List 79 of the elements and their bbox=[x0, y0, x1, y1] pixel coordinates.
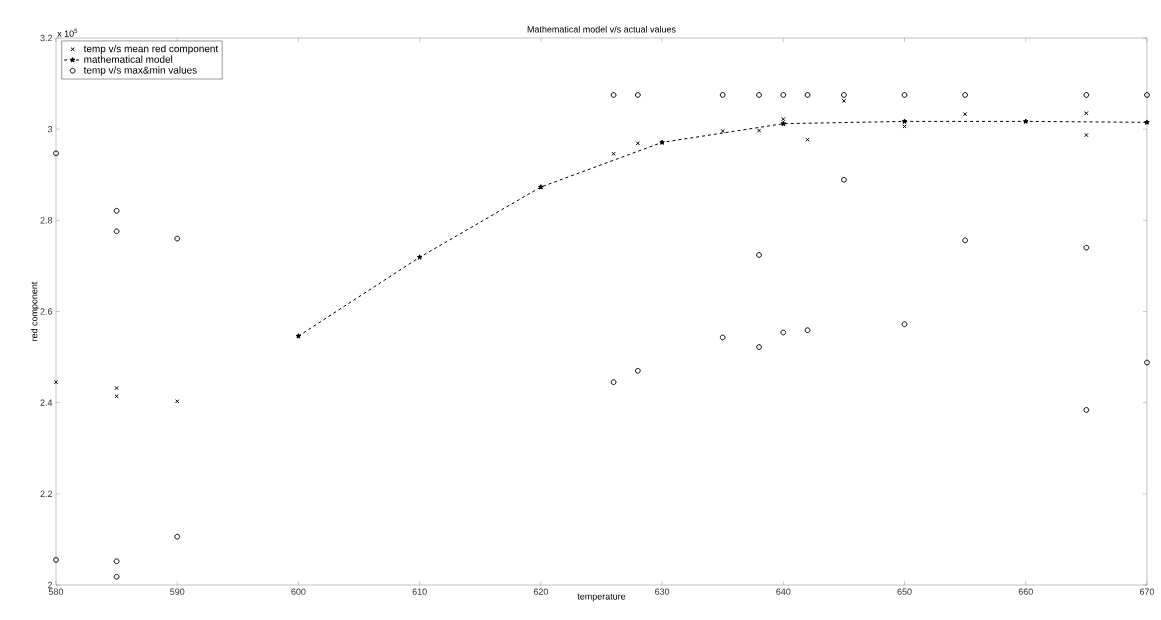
point bbox=[901, 321, 908, 328]
point bbox=[113, 228, 120, 235]
x-tick-label: 630 bbox=[655, 588, 670, 595]
point bbox=[174, 235, 181, 242]
y-tick-label: 3 bbox=[47, 125, 53, 133]
point bbox=[610, 92, 617, 98]
point bbox=[1144, 92, 1150, 98]
text: x 10$^{5}$ bbox=[57, 28, 78, 37]
point bbox=[1083, 244, 1090, 251]
point bbox=[780, 329, 787, 336]
point bbox=[902, 124, 907, 129]
point bbox=[659, 139, 665, 145]
point bbox=[174, 533, 181, 540]
legend-label: temp v/s mean red component bbox=[83, 44, 219, 55]
point bbox=[1144, 119, 1150, 125]
legend-label: temp v/s max&min values bbox=[83, 66, 197, 76]
point bbox=[962, 92, 969, 98]
point bbox=[114, 385, 119, 391]
point bbox=[1022, 118, 1029, 124]
point bbox=[1083, 407, 1090, 413]
chart-title: Mathematical model v/s actual values bbox=[527, 25, 676, 33]
point bbox=[756, 344, 762, 350]
point bbox=[634, 92, 641, 98]
point bbox=[113, 573, 120, 580]
legend-label: mathematical model bbox=[84, 55, 173, 63]
point bbox=[781, 116, 786, 122]
x-tick-label: 590 bbox=[170, 588, 185, 595]
point bbox=[962, 237, 969, 244]
point bbox=[416, 254, 423, 260]
point bbox=[538, 184, 544, 190]
point bbox=[841, 92, 847, 98]
point bbox=[113, 558, 120, 565]
point bbox=[720, 128, 725, 134]
point bbox=[756, 252, 762, 258]
y-tick-label: 2.8 bbox=[40, 217, 53, 224]
y-axis-title: red component bbox=[30, 281, 40, 341]
y-tick-label: 2.6 bbox=[40, 308, 53, 315]
point bbox=[113, 207, 120, 214]
point bbox=[719, 92, 726, 98]
point bbox=[841, 176, 847, 183]
x-tick-label: 620 bbox=[533, 588, 548, 595]
point bbox=[53, 150, 59, 157]
point bbox=[610, 379, 617, 386]
x-tick-label: 650 bbox=[897, 588, 912, 595]
point bbox=[805, 137, 810, 142]
x-axis-title: temperature bbox=[577, 593, 626, 602]
point bbox=[1083, 92, 1090, 98]
point bbox=[611, 151, 616, 156]
point bbox=[175, 399, 180, 404]
point bbox=[719, 334, 726, 341]
point bbox=[1084, 132, 1089, 138]
point bbox=[901, 92, 908, 98]
y-tick-label: 3.2 bbox=[40, 34, 53, 42]
y-tick-label: 2 bbox=[47, 581, 53, 589]
point bbox=[780, 120, 787, 127]
point bbox=[780, 92, 787, 98]
point bbox=[962, 111, 968, 117]
point bbox=[756, 92, 762, 98]
point bbox=[756, 128, 762, 133]
point bbox=[295, 333, 302, 339]
point bbox=[804, 92, 811, 98]
x-tick-label: 600 bbox=[291, 588, 306, 595]
point bbox=[634, 367, 641, 374]
point bbox=[114, 394, 119, 399]
x-tick-label: 640 bbox=[776, 588, 791, 595]
point bbox=[1084, 111, 1089, 116]
point bbox=[804, 327, 811, 334]
x-tick-label: 670 bbox=[1139, 588, 1155, 595]
point bbox=[901, 118, 908, 124]
point bbox=[53, 379, 59, 385]
point bbox=[1144, 359, 1150, 366]
y-tick-label: 2.2 bbox=[40, 490, 53, 497]
point bbox=[635, 141, 641, 146]
x-tick-label: 580 bbox=[48, 588, 64, 595]
x-tick-label: 610 bbox=[412, 588, 427, 595]
point bbox=[841, 98, 847, 104]
y-tick-label: 2.4 bbox=[40, 399, 53, 406]
x-tick-label: 660 bbox=[1018, 588, 1033, 595]
point bbox=[53, 557, 59, 563]
